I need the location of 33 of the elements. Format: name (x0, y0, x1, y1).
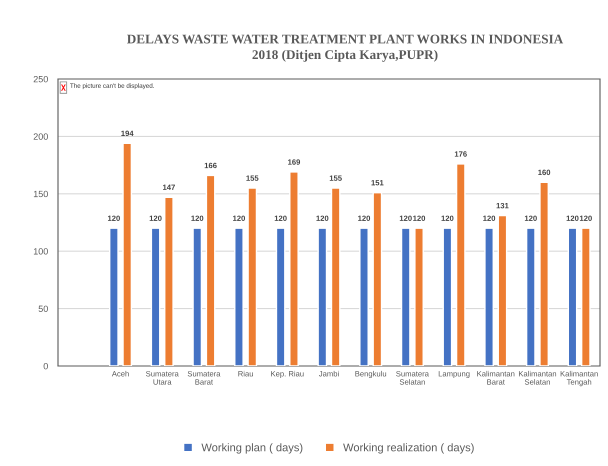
bar (456, 163, 466, 366)
bar (372, 192, 382, 366)
bar (150, 228, 160, 366)
legend-label: Working realization ( days) (343, 443, 474, 454)
bar (568, 228, 578, 366)
y-tick-label: 50 (38, 306, 48, 312)
bar (414, 228, 424, 366)
y-tick-label: 200 (34, 133, 48, 140)
bar (442, 228, 452, 366)
bar (317, 228, 328, 366)
y-tick-label: 0 (44, 362, 48, 370)
bar (247, 187, 258, 366)
bar (526, 228, 536, 366)
bar (330, 187, 341, 366)
bar (109, 228, 119, 366)
bar (164, 196, 174, 366)
bar (206, 174, 216, 366)
y-tick-label: 150 (34, 190, 48, 198)
bar (580, 228, 591, 366)
bar (359, 228, 369, 366)
bar (122, 142, 132, 366)
bar (276, 228, 286, 366)
bar (498, 214, 508, 366)
legend-label: Working plan ( days) (201, 443, 302, 454)
bar (289, 171, 299, 366)
bar (484, 228, 494, 366)
bar (192, 228, 202, 366)
bar (400, 228, 411, 366)
y-tick-label: 100 (34, 248, 48, 255)
bar (234, 228, 244, 366)
bar (539, 182, 549, 366)
chart-title: DELAYS WASTE WATER TREATMENT PLANT WORKS IN INDONESIA 2018 (Ditjen Cipta Karya,PUPR) (127, 34, 564, 62)
y-tick-label: 250 (34, 76, 48, 82)
